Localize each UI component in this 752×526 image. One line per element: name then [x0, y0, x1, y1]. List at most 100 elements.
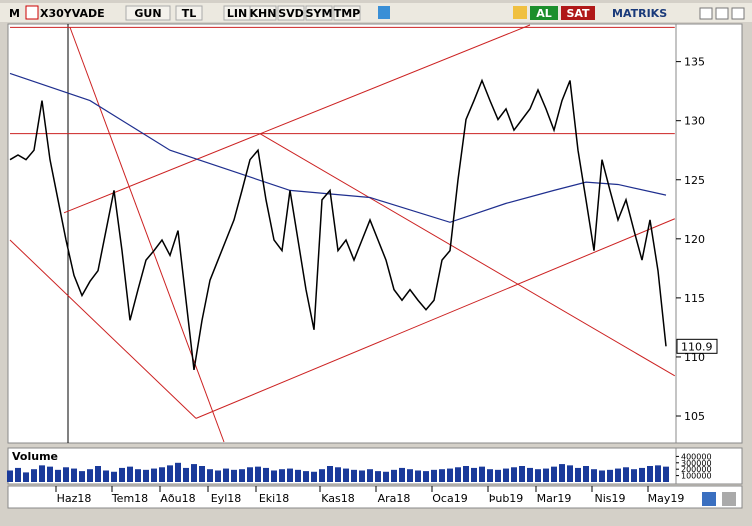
x-tick-label: Eki18 — [259, 492, 289, 505]
volume-bar — [319, 469, 325, 482]
refresh-icon[interactable] — [702, 492, 716, 506]
volume-tick-label: 300000 — [681, 459, 712, 468]
volume-bar — [7, 470, 13, 482]
minimize[interactable] — [699, 7, 713, 20]
x-tick-label: Tem18 — [111, 492, 148, 505]
volume-bar — [143, 469, 149, 482]
close[interactable] — [731, 7, 745, 20]
volume-bar — [391, 469, 397, 482]
toolbar-button-label[interactable]: TL — [182, 7, 197, 20]
toolbar-button-label[interactable]: TMP — [334, 7, 361, 20]
y-tick-label: 110 — [684, 351, 705, 364]
volume-bar — [63, 467, 69, 482]
volume-bar — [383, 471, 389, 482]
volume-bar — [551, 466, 557, 482]
volume-bar — [87, 469, 93, 482]
settings-icon[interactable] — [722, 492, 736, 506]
symbol[interactable]: X30YVADE — [40, 7, 105, 20]
trend-line — [9, 239, 197, 419]
twitter-icon[interactable] — [378, 6, 390, 19]
x-tick-label: May19 — [648, 492, 685, 505]
volume-bar — [327, 466, 333, 482]
toolbar-button[interactable] — [305, 5, 333, 21]
volume-bar — [639, 467, 645, 482]
volume-bar — [527, 467, 533, 482]
y-tick-label: 105 — [684, 410, 705, 423]
volume-axis — [675, 447, 743, 485]
volume-bar — [199, 466, 205, 482]
trend-line — [195, 218, 675, 419]
toolbar-button[interactable] — [333, 5, 361, 21]
volume-bar — [175, 462, 181, 482]
volume-bar — [95, 466, 101, 482]
volume-label: Volume — [12, 450, 58, 463]
volume-bar — [591, 469, 597, 482]
toolbar-button-label[interactable]: SYM — [306, 7, 333, 20]
volume-bar — [375, 471, 381, 482]
price-panel — [7, 23, 677, 444]
volume-bar — [599, 470, 605, 482]
volume-bar — [231, 469, 237, 482]
maximize[interactable] — [715, 7, 729, 20]
toolbar-button-label[interactable]: KHN — [250, 7, 277, 20]
volume-bar — [103, 470, 109, 482]
toolbar-button-label[interactable]: LIN — [227, 7, 247, 20]
volume-bar — [535, 469, 541, 482]
volume-bar — [159, 467, 165, 482]
volume-bar — [191, 464, 197, 482]
price-line — [9, 78, 667, 371]
toolbar-button-label[interactable]: SVD — [278, 7, 304, 20]
volume-bar — [343, 468, 349, 482]
y-tick-label: 120 — [684, 233, 705, 246]
volume-bar — [71, 468, 77, 482]
x-tick-label: Oca19 — [432, 492, 467, 505]
volume-bar — [463, 466, 469, 482]
volume-bar — [479, 466, 485, 482]
volume-bar — [55, 469, 61, 482]
lightning-icon[interactable] — [513, 6, 527, 19]
close-icon[interactable] — [25, 5, 39, 20]
volume-bar — [39, 465, 45, 482]
x-tick-label: Mar19 — [537, 492, 572, 505]
volume-bar — [127, 466, 133, 482]
volume-bar — [287, 468, 293, 482]
volume-bar — [647, 466, 653, 482]
toolbar-button[interactable] — [249, 5, 277, 21]
toolbar-button[interactable] — [175, 5, 203, 21]
volume-bar — [559, 464, 565, 482]
volume-bar — [303, 471, 309, 482]
sell-button[interactable] — [561, 6, 595, 20]
toolbar-button[interactable] — [277, 5, 305, 21]
moving-average — [9, 72, 667, 223]
volume-bar — [399, 467, 405, 482]
x-tick-label: Aðu18 — [160, 492, 195, 505]
x-tick-label: Þub19 — [489, 492, 524, 505]
trend-line — [69, 27, 225, 443]
volume-bar — [567, 465, 573, 482]
volume-bar — [295, 469, 301, 482]
y-tick-label: 115 — [684, 292, 705, 305]
volume-bar — [615, 468, 621, 482]
buy-label[interactable]: AL — [536, 7, 552, 20]
volume-bar — [167, 465, 173, 482]
volume-bar — [79, 471, 85, 482]
volume-bar — [423, 471, 429, 482]
toolbar-button[interactable] — [125, 5, 171, 21]
volume-bar — [471, 467, 477, 482]
volume-bar — [111, 471, 117, 482]
volume-bar — [431, 469, 437, 482]
volume-bar — [575, 467, 581, 482]
y-tick-label: 135 — [684, 56, 705, 69]
x-axis — [7, 485, 743, 509]
x-tick-label: Kas18 — [321, 492, 355, 505]
volume-bar — [351, 469, 357, 482]
volume-bar — [543, 468, 549, 482]
buy-button[interactable] — [530, 6, 558, 20]
volume-tick-label: 200000 — [681, 465, 712, 474]
volume-bar — [631, 469, 637, 482]
volume-bar — [519, 466, 525, 482]
toolbar-button-label[interactable]: GUN — [134, 7, 161, 20]
volume-bar — [655, 465, 661, 482]
trend-line — [63, 24, 531, 214]
sell-label[interactable]: SAT — [566, 7, 590, 20]
